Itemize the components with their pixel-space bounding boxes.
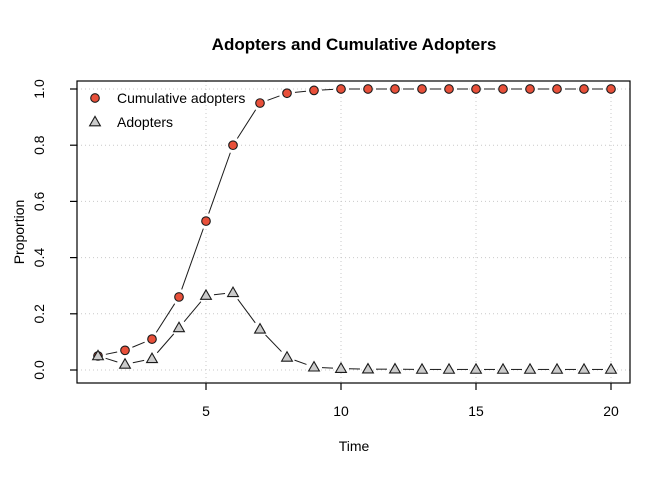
data-point-adopters	[496, 362, 510, 374]
data-point-cumulative-adopters	[390, 84, 400, 94]
data-point-cumulative-adopters	[606, 84, 616, 94]
series-line-adopters	[294, 359, 307, 365]
data-point-cumulative-adopters	[336, 84, 346, 94]
data-point-adopters	[307, 360, 321, 372]
series-line-cumulative-adopters	[181, 228, 204, 290]
data-point-adopters	[523, 362, 537, 374]
data-point-cumulative-adopters	[552, 84, 562, 94]
legend: Cumulative adopters Adopters	[88, 90, 245, 130]
data-point-adopters	[442, 362, 456, 374]
data-point-cumulative-adopters	[147, 334, 157, 344]
data-point-cumulative-adopters	[417, 84, 427, 94]
data-point-cumulative-adopters	[579, 84, 589, 94]
legend-label-cumulative: Cumulative adopters	[117, 90, 245, 106]
data-point-adopters	[388, 362, 402, 374]
data-point-adopters	[145, 352, 159, 364]
data-point-adopters	[577, 362, 591, 374]
series-line-adopters	[105, 357, 118, 363]
x-tick-label: 15	[468, 403, 484, 419]
x-tick-label: 20	[603, 403, 619, 419]
data-point-cumulative-adopters	[498, 84, 508, 94]
data-point-cumulative-adopters	[201, 216, 211, 226]
y-tick-label: 0.6	[31, 191, 47, 211]
series-line-adopters	[183, 301, 202, 323]
data-point-adopters	[361, 362, 375, 374]
chart-title: Adopters and Cumulative Adopters	[212, 35, 497, 54]
data-point-cumulative-adopters	[228, 140, 238, 151]
series-line-adopters	[265, 334, 282, 352]
data-point-adopters	[469, 362, 483, 374]
legend-adopters-triangle-icon	[88, 115, 102, 127]
legend-cumulative-circle-icon	[90, 93, 100, 103]
data-point-adopters	[280, 350, 294, 362]
series-line-cumulative-adopters	[294, 90, 307, 93]
data-point-adopters	[415, 362, 429, 374]
data-point-cumulative-adopters	[471, 84, 481, 94]
data-point-cumulative-adopters	[174, 292, 184, 302]
y-tick-label: 0.4	[31, 248, 47, 268]
series-line-cumulative-adopters	[321, 88, 334, 91]
x-axis-label: Time	[339, 438, 370, 454]
data-point-cumulative-adopters	[255, 98, 265, 108]
data-point-adopters	[118, 357, 132, 369]
series-line-adopters	[213, 293, 226, 296]
legend-label-adopters: Adopters	[117, 114, 173, 130]
data-point-adopters	[604, 362, 618, 374]
data-point-adopters	[334, 361, 348, 373]
x-tick-label: 5	[202, 403, 210, 419]
series-line-adopters	[321, 367, 334, 369]
data-point-adopters	[253, 322, 267, 334]
plot-border	[76, 80, 631, 384]
data-point-adopters	[91, 349, 105, 361]
series-line-cumulative-adopters	[105, 351, 118, 355]
data-point-cumulative-adopters	[120, 345, 130, 356]
y-tick-label: 0.8	[31, 135, 47, 155]
y-tick-label: 0.2	[31, 304, 47, 324]
series-line-cumulative-adopters	[132, 341, 145, 348]
data-point-adopters	[172, 321, 186, 333]
series-line-cumulative-adopters	[155, 303, 176, 333]
series-line-adopters	[237, 298, 256, 324]
data-point-adopters	[199, 288, 213, 300]
x-tick-label: 10	[333, 403, 349, 419]
series-line-adopters	[156, 333, 175, 354]
y-tick-label: 0.0	[31, 360, 47, 380]
series-line-cumulative-adopters	[236, 109, 257, 139]
series-line-cumulative-adopters	[208, 152, 231, 214]
plot-area: 5 10 15 20 0.0 0.2 0.4 0.6 0.8 1.0	[31, 79, 631, 419]
data-point-cumulative-adopters	[525, 84, 535, 94]
series-line-adopters	[132, 359, 145, 364]
data-point-adopters	[550, 362, 564, 374]
data-point-cumulative-adopters	[282, 88, 292, 99]
data-point-cumulative-adopters	[363, 84, 373, 94]
y-tick-label: 1.0	[31, 79, 47, 99]
data-point-cumulative-adopters	[309, 85, 319, 96]
y-axis-label: Proportion	[11, 200, 27, 265]
data-point-cumulative-adopters	[444, 84, 454, 94]
data-point-adopters	[226, 286, 240, 298]
series-line-cumulative-adopters	[267, 95, 280, 101]
